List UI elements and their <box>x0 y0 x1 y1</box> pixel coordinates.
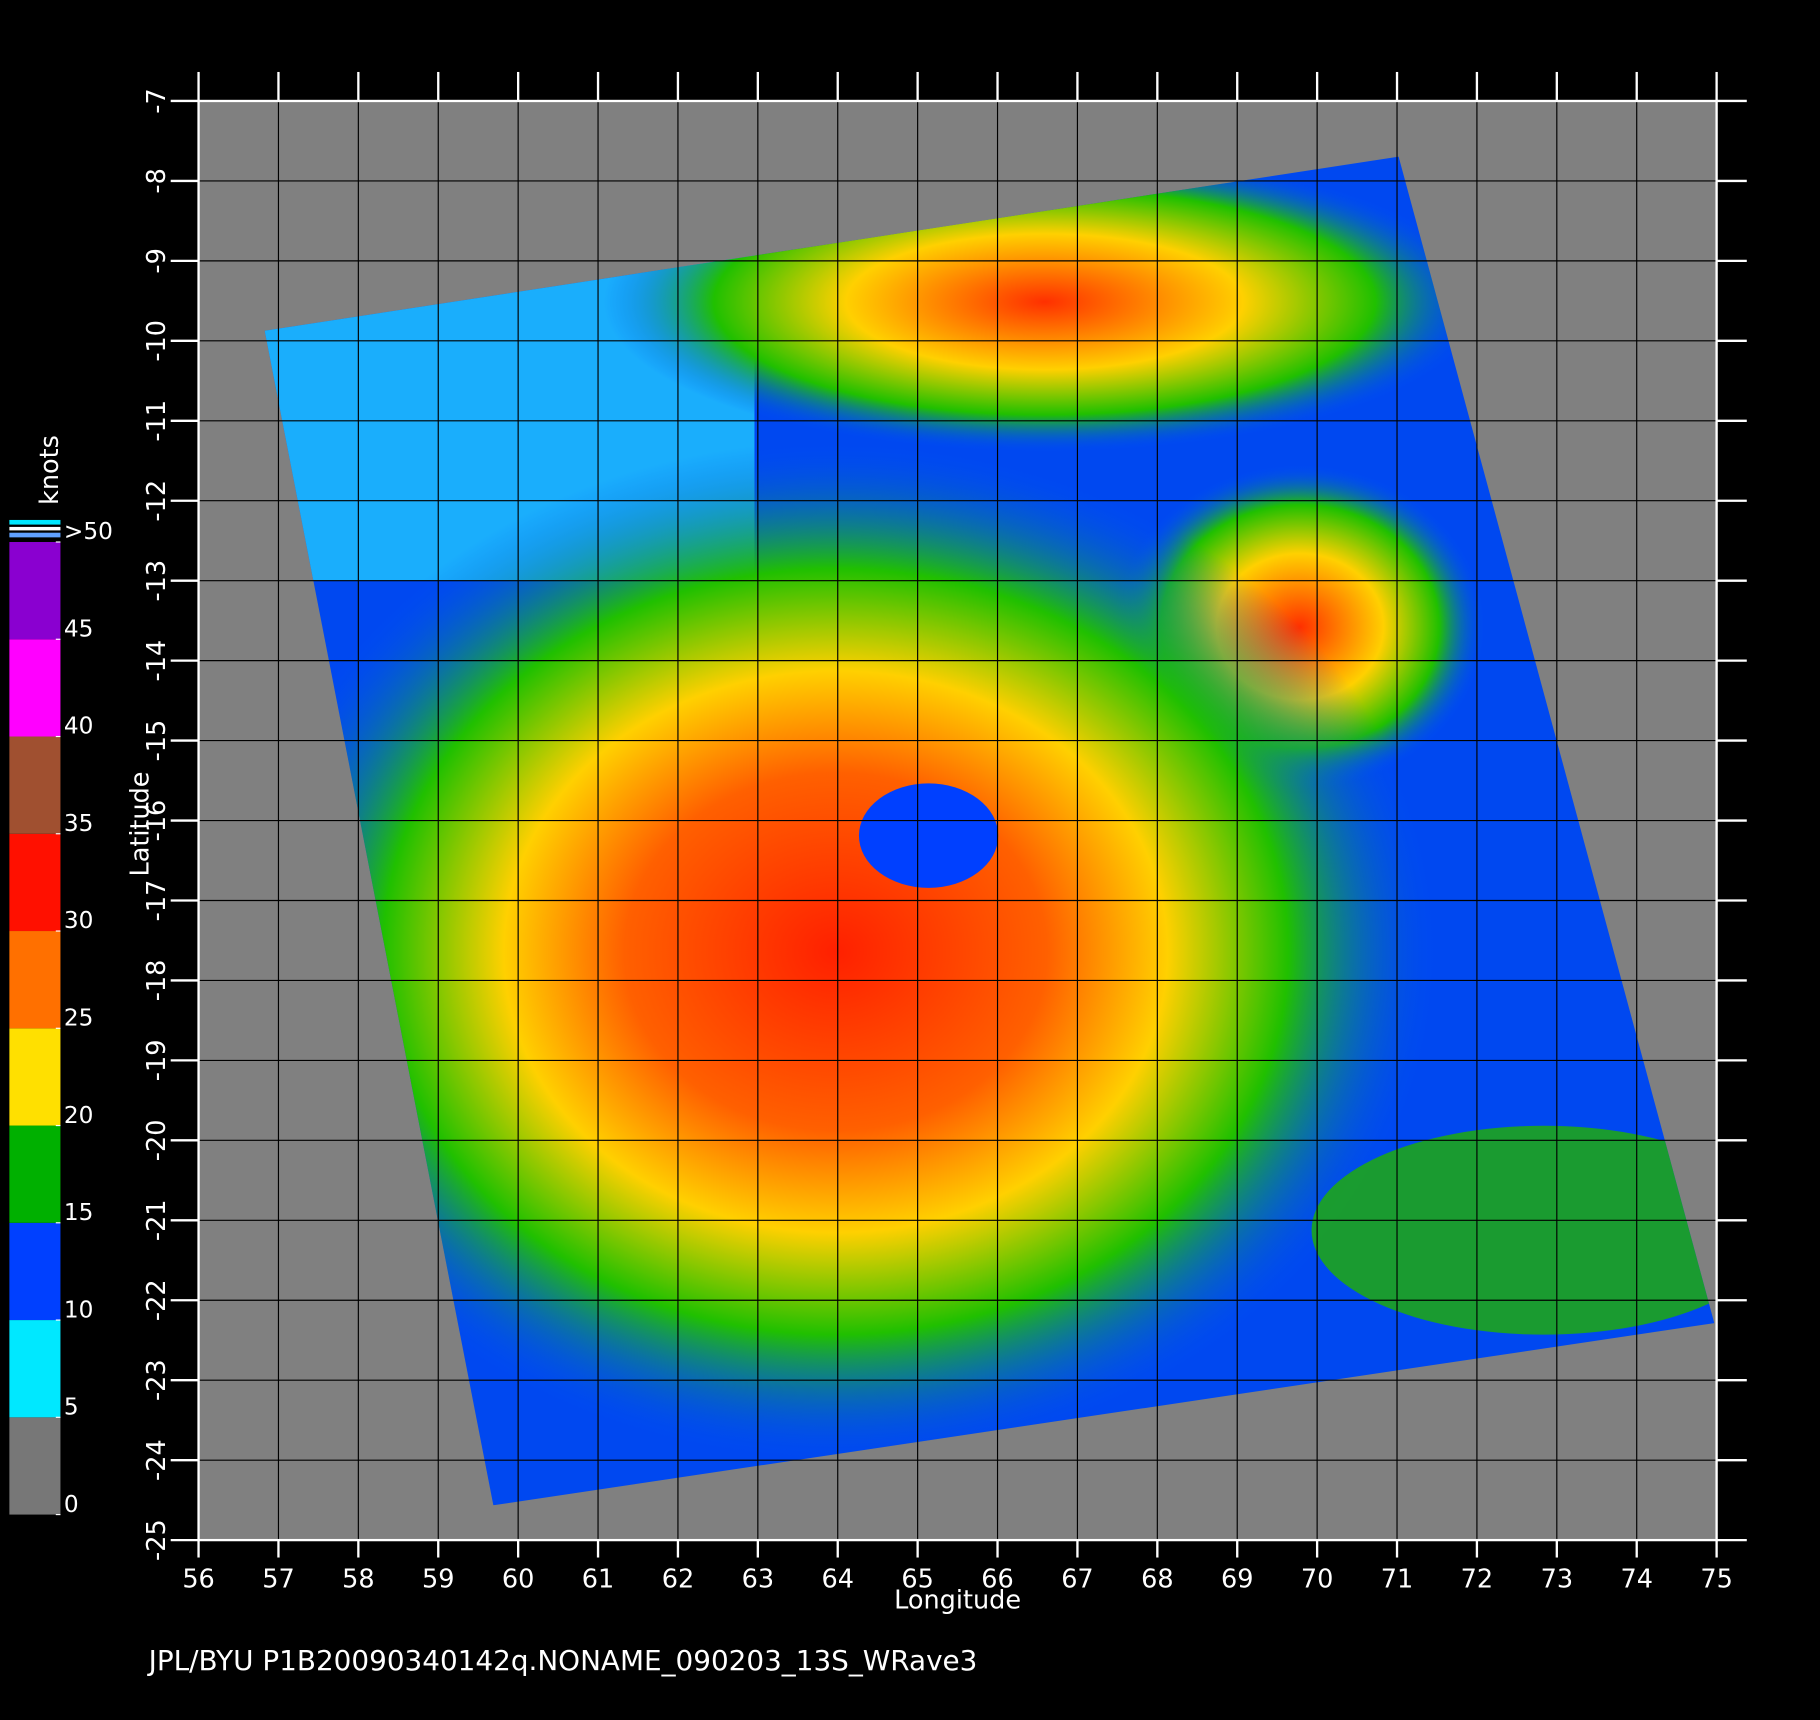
axes: 56 57 58 59 60 61 62 63 64 65 66 67 68 69 70 71 72 73 74 75… <box>142 71 1747 1595</box>
x-tick-label: 68 <box>1141 1565 1173 1595</box>
x-tick-label: 72 <box>1461 1565 1493 1595</box>
colorbar-label: 15 <box>64 1199 94 1226</box>
y-tick-label: -19 <box>142 1040 172 1082</box>
colorbar-label: 5 <box>64 1394 79 1421</box>
colorbar-segment <box>9 541 61 640</box>
colorbar-label: 40 <box>64 713 94 740</box>
colorbar-label: 30 <box>64 907 94 934</box>
colorbar-label: 35 <box>64 810 94 837</box>
colorbar-segment <box>9 1028 61 1126</box>
colorbar-title: knots <box>35 435 65 505</box>
colorbar: 0 5 10 15 20 25 30 35 40 45 >50 <box>9 518 113 1518</box>
colorbar-label: 25 <box>64 1005 94 1032</box>
x-tick-label: 59 <box>422 1565 454 1595</box>
x-tick-label: 65 <box>901 1565 933 1595</box>
y-tick-label: -11 <box>142 400 172 442</box>
x-tick-label: 56 <box>182 1565 214 1595</box>
x-tick-label: 61 <box>582 1565 614 1595</box>
y-tick-label: -8 <box>142 168 172 193</box>
y-tick-label: -17 <box>142 880 172 922</box>
y-tick-label: -24 <box>142 1439 172 1481</box>
colorbar-segment <box>9 833 61 932</box>
y-axis-label: Latitude <box>126 772 156 877</box>
y-tick-label: -18 <box>142 960 172 1002</box>
colorbar-label: >50 <box>64 518 113 545</box>
x-tick-label: 60 <box>502 1565 534 1595</box>
y-tick-label: -14 <box>142 640 172 682</box>
y-tick-label: -21 <box>142 1199 172 1241</box>
y-tick-label: -7 <box>142 88 172 113</box>
colorbar-label: 0 <box>64 1491 79 1518</box>
plot-frame <box>197 99 1718 1542</box>
y-tick-label: -22 <box>142 1279 172 1321</box>
y-tick-label: -15 <box>142 720 172 762</box>
colorbar-label: 20 <box>64 1102 94 1129</box>
y-tick-label: -12 <box>142 480 172 522</box>
x-tick-label: 58 <box>342 1565 374 1595</box>
x-tick-label: 71 <box>1381 1565 1413 1595</box>
colorbar-segment <box>9 931 61 1029</box>
x-tick-label: 67 <box>1061 1565 1093 1595</box>
x-axis-label: Longitude <box>894 1586 1021 1616</box>
x-tick-label: 64 <box>822 1565 854 1595</box>
x-tick-label: 62 <box>662 1565 694 1595</box>
footer: JPL/BYU P1B20090340142q.NONAME_090203_13… <box>147 1644 978 1677</box>
y-tick-label: -25 <box>142 1519 172 1561</box>
y-tick-label: -16 <box>142 800 172 842</box>
x-tick-label: 70 <box>1301 1565 1333 1595</box>
x-tick-label: 69 <box>1221 1565 1253 1595</box>
colorbar-segment <box>9 1125 61 1223</box>
colorbar-label: 45 <box>64 615 94 642</box>
colorbar-segment <box>9 1417 61 1515</box>
colorbar-label: 10 <box>64 1296 94 1323</box>
y-tick-label: -13 <box>142 560 172 602</box>
y-tick-label: -23 <box>142 1359 172 1401</box>
y-tick-label: -20 <box>142 1120 172 1162</box>
y-tick-label: -10 <box>142 320 172 362</box>
x-tick-label: 57 <box>262 1565 294 1595</box>
x-tick-label: 63 <box>742 1565 774 1595</box>
colorbar-segment <box>9 1320 61 1418</box>
colorbar-segment <box>9 1222 61 1321</box>
x-tick-label: 73 <box>1541 1565 1573 1595</box>
colorbar-segment <box>9 736 61 834</box>
x-tick-label: 75 <box>1700 1565 1732 1595</box>
colorbar-segment <box>9 639 61 737</box>
x-tick-label: 66 <box>981 1565 1013 1595</box>
x-tick-label: 74 <box>1620 1565 1652 1595</box>
y-tick-label: -9 <box>142 248 172 273</box>
